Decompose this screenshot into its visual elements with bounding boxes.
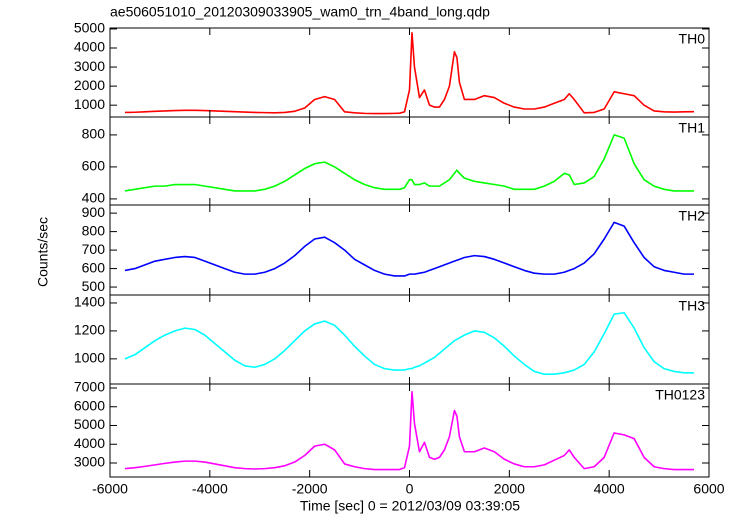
y-tick-label: 4000	[74, 435, 105, 451]
x-tick-label: 6000	[693, 481, 724, 497]
y-tick-label: 600	[82, 259, 106, 275]
y-tick-label: 800	[82, 222, 106, 238]
panel-label: TH3	[679, 298, 706, 314]
y-tick-label: 7000	[74, 379, 105, 395]
panel-label: TH0	[679, 31, 706, 47]
y-tick-label: 1400	[74, 294, 105, 310]
y-tick-label: 1200	[74, 322, 105, 338]
y-tick-label: 4000	[74, 39, 105, 55]
y-tick-label: 3000	[74, 58, 105, 74]
y-tick-label: 6000	[74, 397, 105, 413]
data-line	[124, 31, 695, 115]
y-tick-label: 2000	[74, 77, 105, 93]
y-tick-label: 1000	[74, 350, 105, 366]
x-tick-label: -6000	[92, 481, 128, 497]
panel-label: TH2	[679, 208, 706, 224]
y-tick-label: 800	[82, 126, 106, 142]
x-axis-label: Time [sec] 0 = 2012/03/09 03:39:05	[300, 498, 520, 514]
y-tick-label: 500	[82, 278, 106, 294]
panel-label: TH1	[679, 120, 706, 136]
data-line	[124, 390, 695, 471]
y-tick-label: 5000	[74, 416, 105, 432]
x-tick-label: 2000	[494, 481, 525, 497]
panel-label: TH0123	[655, 387, 705, 403]
x-tick-label: -4000	[192, 481, 228, 497]
y-tick-label: 700	[82, 241, 106, 257]
y-tick-label: 5000	[74, 20, 105, 36]
chart-title: ae506051010_20120309033905_wam0_trn_4ban…	[110, 4, 490, 20]
x-tick-label: 0	[406, 481, 414, 497]
y-tick-label: 3000	[74, 454, 105, 470]
x-tick-label: 4000	[594, 481, 625, 497]
x-tick-label: -2000	[292, 481, 328, 497]
data-line	[124, 221, 695, 277]
panel-frame	[109, 294, 710, 385]
y-axis-label: Counts/sec	[35, 217, 51, 287]
y-tick-label: 600	[82, 158, 106, 174]
y-tick-label: 1000	[74, 96, 105, 112]
panel-frame	[109, 116, 710, 206]
data-line	[124, 134, 695, 192]
y-tick-label: 400	[82, 190, 106, 206]
y-tick-label: 900	[82, 204, 106, 220]
panel-frame	[109, 204, 710, 296]
data-line	[124, 311, 695, 376]
